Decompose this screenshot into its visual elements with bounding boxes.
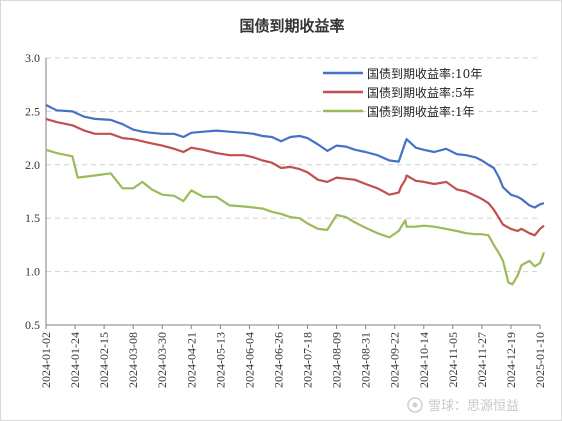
y-tick-label: 0.5 bbox=[25, 318, 40, 332]
legend-label: 国债到期收益率:5年 bbox=[367, 85, 475, 100]
series-line-3 bbox=[45, 148, 546, 286]
x-tick-label: 2024-10-14 bbox=[417, 332, 431, 388]
x-tick-label: 2024-01-02 bbox=[39, 332, 53, 388]
plot-area bbox=[45, 104, 546, 286]
x-tick-label: 2024-01-24 bbox=[68, 332, 82, 388]
snowball-logo-icon bbox=[407, 397, 423, 413]
series-line-1 bbox=[45, 104, 545, 209]
x-tick-label: 2024-08-31 bbox=[359, 332, 373, 388]
x-tick-label: 2024-08-09 bbox=[330, 332, 344, 388]
x-tick-label: 2024-09-22 bbox=[388, 332, 402, 388]
x-tick-label: 2024-11-27 bbox=[475, 332, 489, 388]
x-tick-label: 2024-02-15 bbox=[97, 332, 111, 388]
x-tick-label: 2024-07-18 bbox=[301, 332, 315, 388]
x-tick-label: 2024-03-30 bbox=[155, 332, 169, 388]
series-line-2 bbox=[45, 117, 545, 237]
x-tick-label: 2024-06-26 bbox=[271, 332, 285, 388]
x-axis: 2024-01-02 2024-01-24 2024-02-15 2024-03-08… bbox=[39, 324, 547, 388]
chart-title: 国债到期收益率 bbox=[239, 17, 344, 35]
watermark-text: 雪球：思源恒益 bbox=[428, 399, 519, 414]
y-tick-label: 1.0 bbox=[25, 265, 40, 279]
y-tick-label: 3.0 bbox=[25, 51, 40, 65]
y-axis: 0.5 1.0 1.5 2.0 2.5 3.0 bbox=[25, 51, 47, 332]
x-tick-label: 2024-12-19 bbox=[504, 332, 518, 388]
x-tick-label: 2024-05-13 bbox=[213, 332, 227, 388]
y-tick-label: 2.0 bbox=[25, 158, 40, 172]
x-tick-label: 2024-03-08 bbox=[126, 332, 140, 388]
x-tick-label: 2024-11-05 bbox=[446, 332, 460, 388]
y-tick-label: 1.5 bbox=[25, 211, 40, 225]
y-tick-label: 2.5 bbox=[25, 104, 40, 118]
x-tick-label: 2025-01-10 bbox=[533, 332, 547, 388]
x-tick-label: 2024-06-04 bbox=[242, 332, 256, 388]
watermark: 雪球：思源恒益 bbox=[407, 397, 519, 414]
x-tick-label: 2024-04-21 bbox=[184, 332, 198, 388]
legend-label: 国债到期收益率:10年 bbox=[367, 66, 482, 81]
legend-label: 国债到期收益率:1年 bbox=[367, 104, 475, 119]
